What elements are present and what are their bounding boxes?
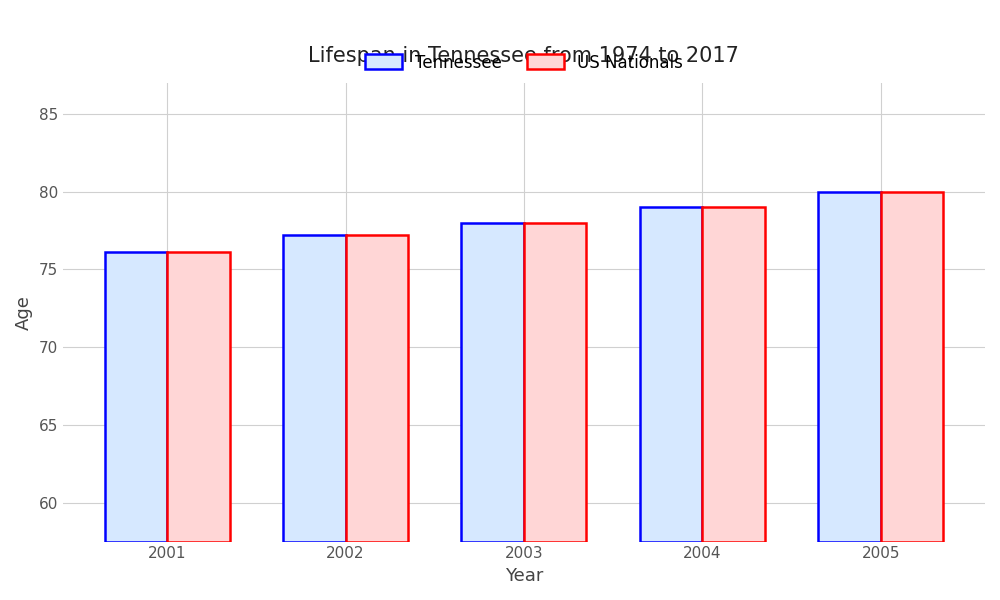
Bar xyxy=(167,253,230,542)
Bar xyxy=(881,192,943,542)
Bar xyxy=(461,223,524,542)
Bar xyxy=(283,235,346,542)
Y-axis label: Age: Age xyxy=(15,295,33,329)
Bar xyxy=(524,223,586,542)
Bar xyxy=(702,207,765,542)
Bar xyxy=(346,235,408,542)
Bar xyxy=(105,253,167,542)
Legend: Tennessee, US Nationals: Tennessee, US Nationals xyxy=(357,46,691,80)
Title: Lifespan in Tennessee from 1974 to 2017: Lifespan in Tennessee from 1974 to 2017 xyxy=(308,46,739,66)
X-axis label: Year: Year xyxy=(505,567,543,585)
Bar xyxy=(818,192,881,542)
Bar xyxy=(640,207,702,542)
